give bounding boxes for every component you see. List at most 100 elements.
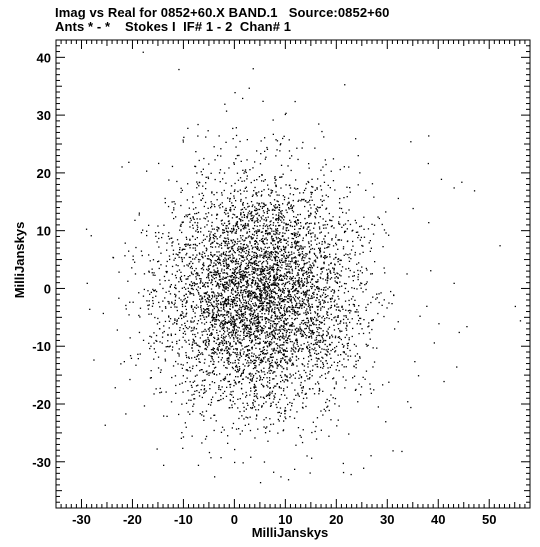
data-point (273, 322, 275, 325)
data-point (266, 212, 269, 214)
data-point (302, 267, 304, 269)
data-point (264, 373, 266, 376)
data-point (332, 158, 335, 160)
data-point (301, 320, 303, 322)
data-point (137, 353, 139, 355)
data-point (240, 212, 242, 214)
data-point (346, 324, 348, 326)
data-point (269, 202, 272, 204)
data-point (297, 241, 299, 244)
data-point (224, 283, 226, 286)
data-point (183, 286, 185, 289)
data-point (246, 232, 248, 234)
data-point (282, 349, 284, 351)
data-point (240, 263, 242, 266)
data-point (256, 150, 258, 152)
data-point (249, 327, 251, 329)
data-point (259, 285, 261, 288)
data-point (148, 224, 150, 226)
data-point (201, 241, 203, 244)
data-point (251, 298, 253, 300)
data-point (151, 272, 153, 274)
data-point (378, 293, 380, 295)
data-point (239, 334, 241, 337)
data-point (193, 320, 195, 322)
data-point (210, 231, 212, 233)
data-point (171, 242, 173, 244)
data-point (238, 294, 240, 296)
data-point (226, 245, 228, 247)
data-point (228, 246, 230, 249)
data-point (293, 221, 296, 223)
data-point (281, 347, 283, 349)
data-point (248, 228, 250, 231)
data-point (231, 321, 234, 323)
data-point (339, 281, 341, 283)
data-point (190, 281, 193, 283)
data-point (216, 238, 218, 240)
data-point (295, 339, 297, 341)
data-point (262, 308, 264, 310)
data-point (234, 448, 236, 451)
data-point (231, 280, 233, 282)
data-point (257, 307, 259, 309)
data-point (260, 302, 262, 304)
data-point (343, 231, 346, 234)
data-point (206, 258, 209, 260)
data-point (225, 182, 227, 184)
data-point (257, 312, 259, 315)
data-point (258, 285, 260, 288)
data-point (215, 316, 218, 318)
data-point (301, 267, 303, 269)
data-point (279, 335, 282, 337)
data-point (282, 290, 284, 292)
data-point (282, 390, 285, 392)
data-point (317, 178, 319, 180)
data-point (256, 195, 258, 197)
data-point (200, 227, 202, 229)
data-point (279, 326, 281, 328)
data-point (237, 282, 239, 284)
data-point (308, 222, 310, 225)
data-point (307, 299, 309, 302)
data-point (272, 334, 274, 336)
data-point (237, 249, 239, 251)
data-point (262, 235, 264, 237)
data-point (216, 229, 218, 231)
data-point (333, 271, 335, 273)
data-point (206, 311, 208, 313)
data-point (161, 336, 164, 338)
data-point (280, 187, 282, 189)
data-point (289, 338, 291, 340)
data-point (332, 348, 334, 350)
data-point (236, 262, 238, 265)
data-point (257, 255, 259, 258)
data-point (321, 356, 323, 358)
data-point (276, 383, 278, 385)
data-point (298, 395, 300, 397)
data-point (356, 288, 358, 290)
data-point (267, 319, 269, 321)
data-point (214, 326, 216, 328)
data-point (196, 283, 198, 285)
data-point (310, 330, 312, 332)
data-point (267, 336, 269, 338)
data-point (236, 222, 238, 224)
data-point (365, 370, 368, 372)
data-point (175, 264, 177, 266)
data-point (301, 268, 303, 271)
data-point (289, 263, 291, 265)
data-point (226, 272, 228, 274)
data-point (266, 345, 268, 347)
data-point (327, 314, 329, 316)
data-point (217, 295, 220, 297)
data-point (277, 219, 280, 221)
data-point (297, 298, 300, 300)
data-point (160, 252, 162, 254)
data-point (269, 266, 271, 269)
data-point (185, 315, 187, 317)
data-point (127, 280, 129, 282)
data-point (284, 261, 286, 263)
data-point (192, 338, 194, 340)
data-point (246, 272, 248, 274)
